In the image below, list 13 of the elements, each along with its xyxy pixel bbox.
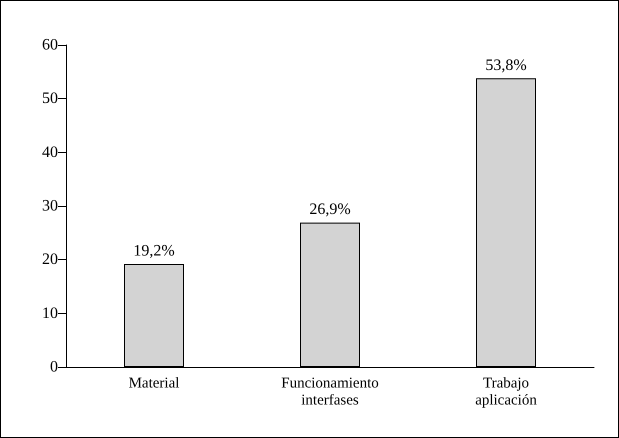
y-tick-label: 50 bbox=[42, 90, 58, 108]
y-tick-label: 0 bbox=[50, 358, 58, 376]
y-tick-label: 20 bbox=[42, 251, 58, 268]
data-label: 19,2% bbox=[133, 242, 175, 260]
x-tick-label: Material bbox=[128, 376, 180, 392]
y-tick-label: 40 bbox=[42, 144, 58, 161]
x-tick-label: Funcionamiento interfases bbox=[281, 376, 379, 408]
data-label: 53,8% bbox=[485, 56, 527, 74]
y-tick-label: 10 bbox=[42, 304, 58, 322]
y-tick-label: 30 bbox=[42, 198, 58, 214]
x-tick-label: Trabajo aplicación bbox=[475, 376, 538, 408]
data-label: 26,9% bbox=[309, 201, 351, 218]
y-tick-label: 60 bbox=[42, 36, 58, 54]
